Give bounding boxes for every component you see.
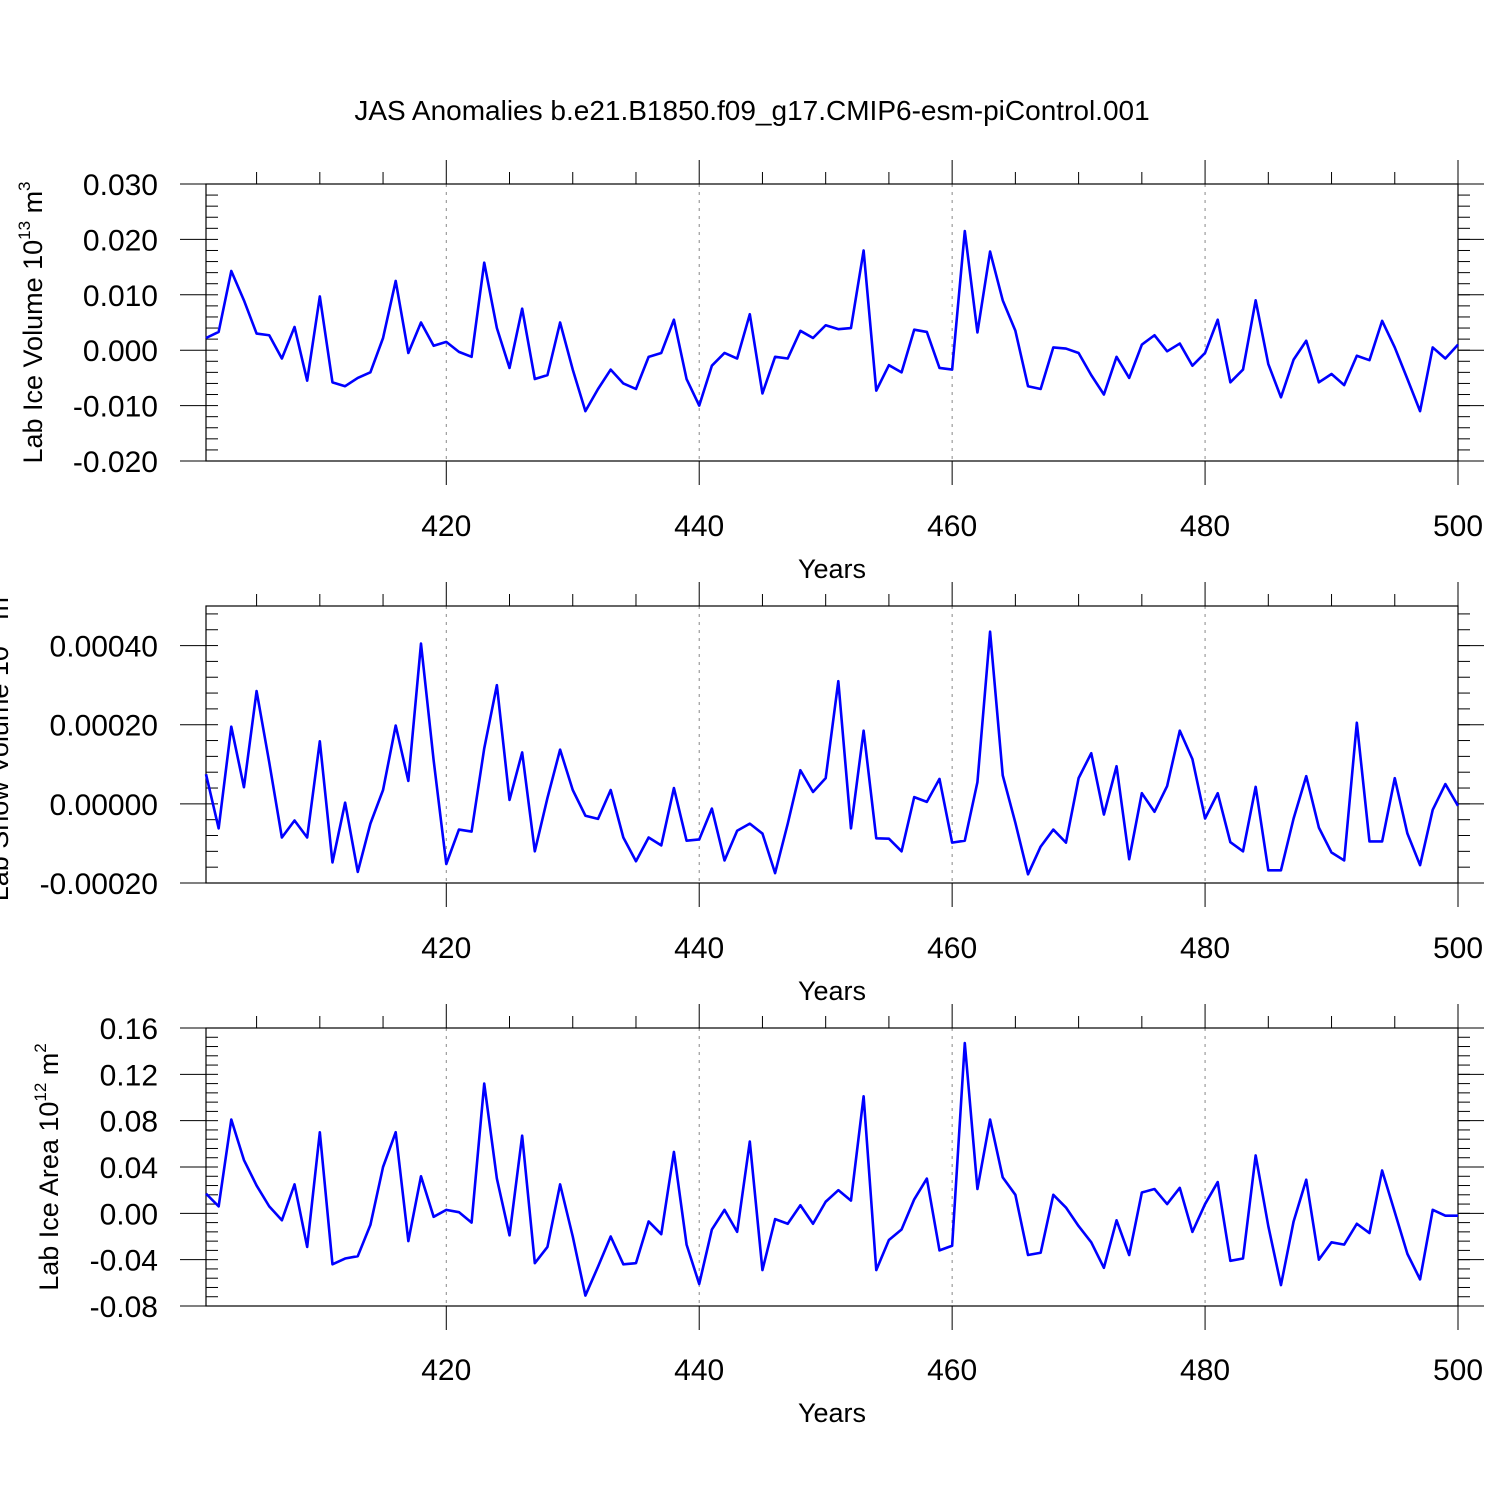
x-tick-label: 460	[927, 510, 977, 543]
y-tick-label: 0.00040	[50, 631, 158, 664]
y-tick-label: 0.00	[100, 1198, 158, 1231]
figure-title: JAS Anomalies b.e21.B1850.f09_g17.CMIP6-…	[354, 95, 1149, 126]
panel-1: -0.020 -0.010 0.000 0.010 0.020 0.030 420 440 46…	[15, 160, 1484, 584]
y-tick-label: -0.08	[90, 1291, 158, 1324]
y-tick-label: 0.00020	[50, 710, 158, 743]
y-tick-label: 0.010	[83, 280, 158, 313]
series-line	[204, 630, 1460, 876]
y-tick-label: -0.04	[90, 1245, 158, 1278]
x-tick-label: 460	[927, 1354, 977, 1387]
y-axis-label: Lab Ice Area 1012 m2	[31, 1043, 64, 1291]
y-tick-label: -0.00020	[40, 868, 158, 901]
panel-3: -0.08 -0.04 0.00 0.04 0.08 0.12 0.16 420 440 460 4…	[31, 1004, 1484, 1428]
y-tick-label: 0.020	[83, 224, 158, 257]
x-tick-label: 480	[1180, 1354, 1230, 1387]
y-tick-label: 0.04	[100, 1152, 158, 1185]
y-tick-label: -0.010	[73, 391, 158, 424]
plot-frame	[205, 605, 1459, 884]
x-tick-label: 420	[421, 1354, 471, 1387]
y-tick-label: 0.12	[100, 1059, 158, 1092]
y-axis-label: Lab Ice Volume 1013 m3	[15, 181, 48, 463]
x-tick-label: 500	[1433, 510, 1483, 543]
y-axis-label: Lab Snow Volume 1013 m3	[0, 588, 14, 902]
x-axis-label: Years	[798, 1398, 866, 1428]
x-tick-label: 500	[1433, 1354, 1483, 1387]
x-tick-label: 480	[1180, 510, 1230, 543]
plot-frame	[205, 1027, 1459, 1307]
y-tick-label: 0.00000	[50, 789, 158, 822]
plot-frame	[205, 183, 1459, 462]
x-axis-label: Years	[798, 976, 866, 1006]
x-tick-label: 440	[674, 932, 724, 965]
series-line	[205, 229, 1459, 413]
y-tick-label: 0.08	[100, 1106, 158, 1139]
y-tick-label: 0.16	[100, 1013, 158, 1046]
x-tick-label: 420	[421, 932, 471, 965]
y-tick-label: 0.000	[83, 335, 158, 368]
panel-2: -0.00020 0.00000 0.00020 0.00040 420 440 460 48…	[0, 582, 1484, 1006]
x-tick-label: 440	[674, 1354, 724, 1387]
y-tick-label: -0.020	[73, 446, 158, 479]
x-tick-label: 460	[927, 932, 977, 965]
y-tick-label: 0.030	[83, 169, 158, 202]
x-tick-label: 500	[1433, 932, 1483, 965]
x-axis-label: Years	[798, 554, 866, 584]
series-line	[205, 1041, 1458, 1297]
x-tick-label: 420	[421, 510, 471, 543]
x-tick-label: 480	[1180, 932, 1230, 965]
x-tick-label: 440	[674, 510, 724, 543]
